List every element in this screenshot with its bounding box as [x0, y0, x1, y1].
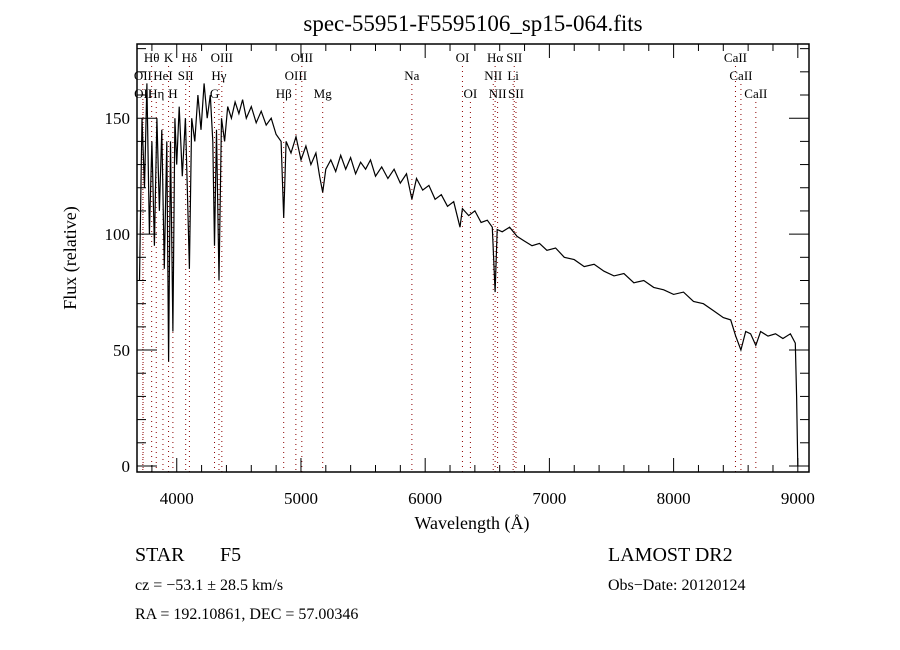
- line-marker-label: Na: [404, 68, 419, 83]
- line-marker-label: G: [210, 86, 219, 101]
- x-tick-label: 9000: [781, 489, 815, 508]
- line-marker-label: Hη: [148, 86, 164, 101]
- x-tick-label: 5000: [284, 489, 318, 508]
- x-axis-label: Wavelength (Å): [414, 513, 529, 534]
- line-marker-label: K: [164, 50, 174, 65]
- line-marker-label: SII: [506, 50, 522, 65]
- line-marker-label: H: [168, 86, 177, 101]
- obs-date: Obs−Date: 20120124: [608, 577, 745, 594]
- chart-title: spec-55951-F5595106_sp15-064.fits: [303, 11, 642, 36]
- x-tick-label: 8000: [657, 489, 691, 508]
- line-marker-label: HeI: [153, 68, 173, 83]
- spectrum-line: [138, 83, 799, 467]
- survey-name: LAMOST DR2: [608, 544, 733, 566]
- axis-ticks: 4000 5000 6000 7000 8000 9000 0 50 100 150: [105, 44, 815, 508]
- line-marker-label: Li: [507, 68, 519, 83]
- line-marker-label: OI: [464, 86, 478, 101]
- line-marker-label: SII: [178, 68, 194, 83]
- line-marker-label: OIII: [211, 50, 233, 65]
- line-marker-label: CaII: [744, 86, 767, 101]
- line-marker-label: NII: [489, 86, 507, 101]
- y-tick-label: 50: [113, 341, 130, 360]
- redshift-cz: cz = −53.1 ± 28.5 km/s: [135, 577, 283, 594]
- line-marker-label: OI: [456, 50, 470, 65]
- line-marker-label: OIII: [285, 68, 307, 83]
- subclass: F5: [220, 544, 241, 566]
- line-marker-label: Hγ: [211, 68, 226, 83]
- x-tick-label: 4000: [160, 489, 194, 508]
- line-marker-label: Hα: [487, 50, 503, 65]
- y-axis-label: Flux (relative): [60, 206, 81, 309]
- line-marker-label: Mg: [314, 86, 333, 101]
- line-marker-label: CaII: [729, 68, 752, 83]
- line-marker-label: Hδ: [182, 50, 198, 65]
- x-tick-label: 7000: [532, 489, 566, 508]
- object-class: STAR: [135, 544, 185, 566]
- x-tick-label: 6000: [408, 489, 442, 508]
- y-tick-label: 100: [105, 225, 131, 244]
- y-tick-label: 150: [105, 109, 131, 128]
- line-marker-label: OIII: [291, 50, 313, 65]
- plot-frame: [136, 43, 810, 473]
- ra-dec: RA = 192.10861, DEC = 57.00346: [135, 606, 358, 623]
- y-tick-label: 0: [122, 457, 131, 476]
- line-marker-label: CaII: [724, 50, 747, 65]
- line-marker-label: Hβ: [276, 86, 292, 101]
- line-marker-label: Hθ: [144, 50, 160, 65]
- line-marker-label: NII: [484, 68, 502, 83]
- line-marker-label: SII: [508, 86, 524, 101]
